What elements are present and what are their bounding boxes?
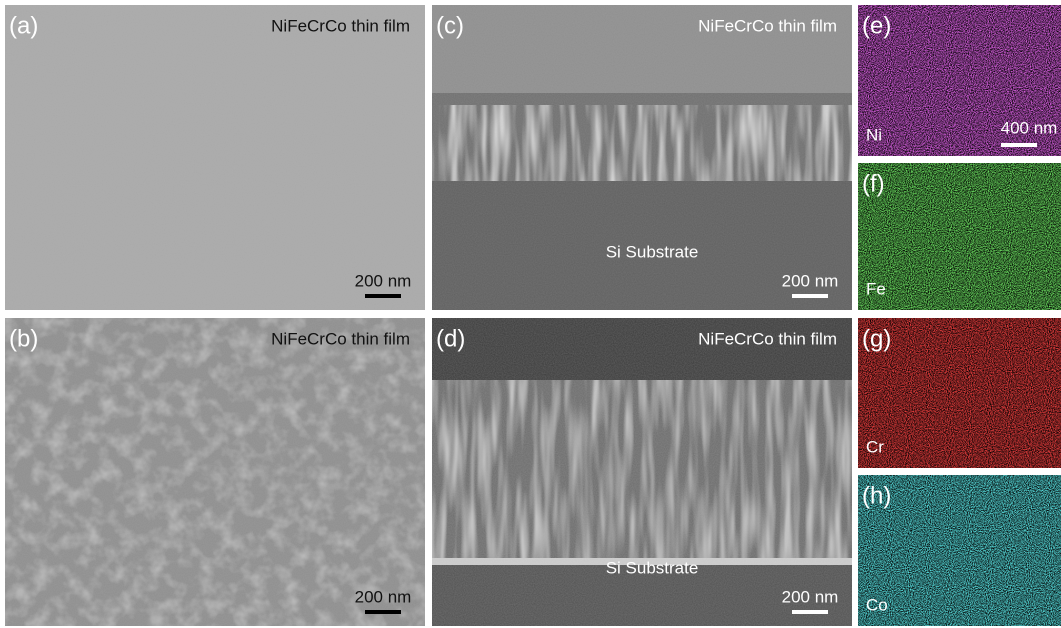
figure: (a) NiFeCrCo thin film 200 nm (b) NiFeCrCo t… [0,0,1061,628]
scale-bar [792,610,828,614]
panel-label: (c) [436,12,464,39]
panel-label: (b) [9,325,38,352]
grain [432,318,852,626]
element-label: Ni [866,125,882,144]
scale-bar-label: 200 nm [355,271,412,290]
panel-label: (d) [436,325,465,352]
scale-bar [792,294,828,298]
map-label: (h) [862,482,891,509]
substrate-label: Si Substrate [606,558,699,577]
panel-caption: NiFeCrCo thin film [698,329,837,348]
grain [432,5,852,310]
scale-bar [365,610,401,614]
panel-caption: NiFeCrCo thin film [271,329,410,348]
map-label: (e) [862,12,891,39]
substrate-label: Si Substrate [606,242,699,261]
scale-bar-label: 400 nm [1001,118,1058,137]
grain [5,318,425,626]
map-label: (f) [862,170,885,197]
scale-bar-label: 200 nm [782,587,839,606]
scale-bar [365,294,401,298]
scale-bar-label: 200 nm [355,587,412,606]
scale-bar [1001,143,1037,147]
grain [5,5,425,310]
panel-caption: NiFeCrCo thin film [271,16,410,35]
element-label: Cr [866,437,884,456]
scale-bar-label: 200 nm [782,271,839,290]
map-label: (g) [862,325,891,352]
panel-label: (a) [9,12,38,39]
panel-caption: NiFeCrCo thin film [698,16,837,35]
eds-signal [858,163,1061,310]
element-label: Fe [866,279,886,298]
element-label: Co [866,595,888,614]
